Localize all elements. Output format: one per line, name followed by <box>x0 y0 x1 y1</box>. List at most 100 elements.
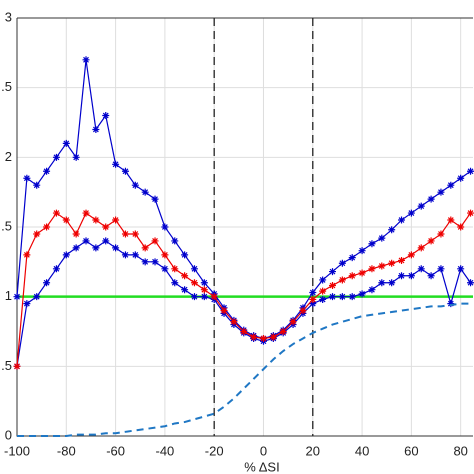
star-marker <box>121 230 129 238</box>
star-marker <box>161 251 169 259</box>
star-marker <box>161 223 169 231</box>
star-marker <box>368 286 376 294</box>
star-marker <box>131 230 139 238</box>
star-marker <box>447 216 455 224</box>
star-marker <box>457 223 465 231</box>
star-marker <box>329 293 337 301</box>
y-tick-label: 0 <box>5 427 12 442</box>
star-marker <box>23 300 31 308</box>
star-marker <box>62 251 70 259</box>
star-marker <box>447 181 455 189</box>
star-marker <box>427 195 435 203</box>
star-marker <box>457 174 465 182</box>
star-marker <box>190 279 198 287</box>
star-marker <box>417 202 425 210</box>
star-marker <box>33 181 41 189</box>
star-marker <box>269 333 277 341</box>
star-marker <box>13 293 21 301</box>
x-tick-label: 0 <box>260 443 267 458</box>
star-marker <box>407 272 415 280</box>
star-marker <box>151 258 159 266</box>
star-marker <box>348 254 356 262</box>
star-marker <box>121 251 129 259</box>
star-marker <box>112 216 120 224</box>
star-marker <box>289 318 297 326</box>
star-marker <box>121 167 129 175</box>
star-marker <box>427 237 435 245</box>
star-marker <box>62 139 70 147</box>
star-marker <box>102 237 110 245</box>
star-marker <box>141 188 149 196</box>
star-marker <box>398 216 406 224</box>
star-marker <box>72 244 80 252</box>
star-marker <box>467 167 474 175</box>
star-marker <box>407 251 415 259</box>
star-marker <box>388 279 396 287</box>
star-marker <box>358 269 366 277</box>
star-marker <box>151 195 159 203</box>
star-marker <box>437 265 445 273</box>
star-marker <box>43 223 51 231</box>
x-axis-label: % ΔSI <box>244 459 279 474</box>
star-marker <box>72 230 80 238</box>
x-tick-label: 20 <box>306 443 320 458</box>
star-marker <box>52 209 60 217</box>
star-marker <box>82 237 90 245</box>
star-marker <box>250 333 258 341</box>
star-marker <box>378 279 386 287</box>
star-marker <box>190 293 198 301</box>
star-marker <box>427 272 435 280</box>
star-marker <box>368 240 376 248</box>
star-marker <box>92 216 100 224</box>
star-marker <box>417 265 425 273</box>
star-marker <box>82 209 90 217</box>
x-tick-label: 40 <box>355 443 369 458</box>
star-marker <box>220 307 228 315</box>
star-marker <box>62 216 70 224</box>
star-marker <box>102 223 110 231</box>
star-marker <box>437 230 445 238</box>
star-marker <box>398 256 406 264</box>
y-tick-label: .5 <box>1 358 12 373</box>
star-marker <box>181 286 189 294</box>
x-tick-label: -80 <box>57 443 76 458</box>
x-tick-label: -100 <box>4 443 30 458</box>
star-marker <box>457 265 465 273</box>
star-marker <box>131 181 139 189</box>
star-marker <box>141 258 149 266</box>
star-marker <box>52 265 60 273</box>
star-marker <box>171 279 179 287</box>
star-marker <box>200 293 208 301</box>
star-marker <box>358 247 366 255</box>
y-tick-label: .5 <box>1 79 12 94</box>
x-tick-label: 60 <box>404 443 418 458</box>
star-marker <box>309 295 317 303</box>
series-line <box>16 212 472 367</box>
star-marker <box>467 279 474 287</box>
star-marker <box>33 293 41 301</box>
y-tick-label: 1 <box>5 288 12 303</box>
star-marker <box>388 259 396 267</box>
star-marker <box>348 293 356 301</box>
star-marker <box>131 251 139 259</box>
star-marker <box>338 259 346 267</box>
star-marker <box>171 237 179 245</box>
y-tick-label: 3 <box>5 9 12 24</box>
star-marker <box>23 251 31 259</box>
star-marker <box>338 276 346 284</box>
star-marker <box>92 244 100 252</box>
star-marker <box>72 153 80 161</box>
x-tick-label: -40 <box>155 443 174 458</box>
star-marker <box>171 265 179 273</box>
star-marker <box>240 328 248 335</box>
x-tick-label: -20 <box>205 443 224 458</box>
star-marker <box>112 160 120 168</box>
star-marker <box>82 56 90 64</box>
star-marker <box>447 300 455 308</box>
y-tick-label: .5 <box>1 218 12 233</box>
star-marker <box>467 209 474 217</box>
star-marker <box>348 272 356 280</box>
star-marker <box>388 226 396 234</box>
star-marker <box>92 125 100 133</box>
